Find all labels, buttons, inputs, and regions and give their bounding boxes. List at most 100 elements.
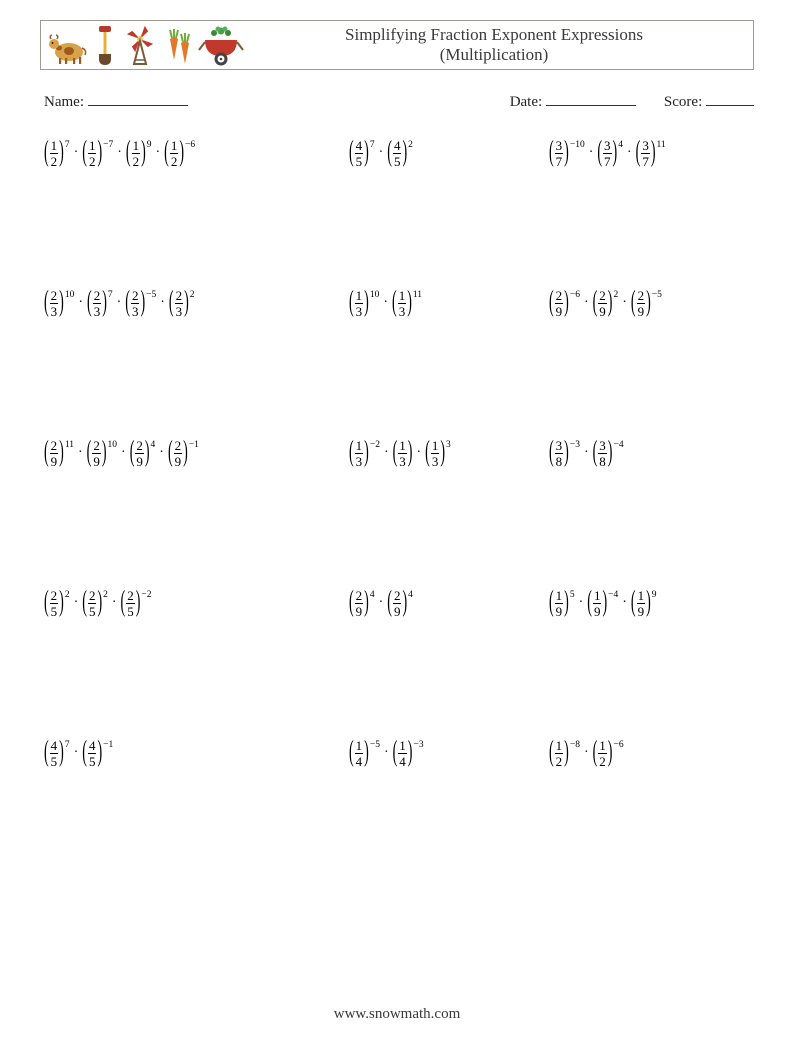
expression: (38)−3·(38)−4 [549,439,754,468]
expression: (23)10·(23)7·(23)−5·(23)2 [44,289,349,318]
fraction: 29 [135,439,144,468]
problem-cell: (12)7·(12)−7·(12)9·(12)−6 [44,139,349,179]
fraction-power-term: (23)−5 [125,289,156,318]
fraction: 19 [593,589,602,618]
numerator: 4 [355,139,364,152]
left-paren: ( [121,587,126,621]
denominator: 5 [393,155,402,168]
date-blank[interactable] [546,92,636,106]
fraction-power-term: (12)−7 [82,139,113,168]
problem-cell: (12)−8·(12)−6 [549,739,754,779]
left-paren: ( [597,137,602,171]
numerator: 3 [555,439,564,452]
left-paren: ( [82,587,87,621]
exponent: 7 [108,290,113,300]
multiplication-dot: · [74,145,79,161]
denominator: 8 [555,455,564,468]
wheelbarrow-icon [197,26,245,66]
fraction-power-term: (45)−1 [82,739,113,768]
left-paren: ( [44,737,49,771]
right-paren: ) [364,737,369,771]
fraction: 23 [93,289,102,318]
numerator: 2 [637,289,646,302]
fraction-power-term: (38)−4 [593,439,624,468]
fraction-power-term: (12)−6 [164,139,195,168]
expression: (45)7·(45)−1 [44,739,349,768]
right-paren: ) [602,587,607,621]
multiplication-dot: · [78,295,83,311]
multiplication-dot: · [379,595,384,611]
fraction-power-term: (37)4 [597,139,623,168]
fraction-power-term: (37)11 [636,139,666,168]
left-paren: ( [393,737,398,771]
fraction: 13 [355,289,364,318]
numerator: 3 [641,139,650,152]
expression: (37)−10·(37)4·(37)11 [549,139,754,168]
right-paren: ) [59,587,64,621]
exponent: −5 [652,290,662,300]
left-paren: ( [349,287,354,321]
left-paren: ( [164,137,169,171]
denominator: 2 [88,155,97,168]
numerator: 1 [398,289,407,302]
left-paren: ( [387,137,392,171]
left-paren: ( [549,737,554,771]
left-paren: ( [44,287,49,321]
right-paren: ) [646,287,651,321]
name-blank[interactable] [88,92,188,106]
multiplication-dot: · [584,295,589,311]
numerator: 1 [555,739,564,752]
footer-url: www.snowmath.com [0,1006,794,1023]
multiplication-dot: · [112,595,117,611]
score-blank[interactable] [706,92,754,106]
numerator: 2 [50,589,59,602]
denominator: 7 [641,155,650,168]
multiplication-dot: · [74,745,79,761]
multiplication-dot: · [416,445,421,461]
problem-cell: (29)4·(29)4 [349,589,549,629]
multiplication-dot: · [622,295,627,311]
fraction: 29 [598,289,607,318]
expression: (12)7·(12)−7·(12)9·(12)−6 [44,139,349,168]
left-paren: ( [44,137,49,171]
denominator: 9 [598,305,607,318]
fraction-power-term: (29)4 [130,439,156,468]
exponent: −4 [613,440,623,450]
denominator: 9 [355,605,364,618]
numerator: 1 [598,739,607,752]
numerator: 2 [598,289,607,302]
denominator: 3 [50,305,59,318]
fraction-power-term: (45)7 [44,739,70,768]
exponent: 4 [370,590,375,600]
denominator: 3 [93,305,102,318]
fraction-power-term: (13) [393,439,413,468]
left-paren: ( [130,437,135,471]
worksheet-page: Simplifying Fraction Exponent Expression… [0,0,794,1053]
expression: (25)2·(25)2·(25)−2 [44,589,349,618]
denominator: 3 [398,455,407,468]
multiplication-dot: · [579,595,584,611]
denominator: 3 [355,455,364,468]
numerator: 3 [555,139,564,152]
expression: (29)11·(29)10·(29)4·(29)−1 [44,439,349,468]
fraction-power-term: (14)−5 [349,739,380,768]
exponent: 2 [190,290,195,300]
exponent: 2 [408,140,413,150]
left-paren: ( [549,587,554,621]
fraction-power-term: (29)11 [44,439,74,468]
exponent: −3 [413,740,423,750]
header-icons [45,24,245,66]
fraction: 37 [603,139,612,168]
fraction-power-term: (29)10 [87,439,117,468]
exponent: 10 [108,440,118,450]
numerator: 2 [126,589,135,602]
fraction: 13 [398,289,407,318]
exponent: −7 [103,140,113,150]
expression: (19)5·(19)−4·(19)9 [549,589,754,618]
exponent: 7 [65,740,70,750]
right-paren: ) [183,437,188,471]
fraction-power-term: (23)7 [87,289,113,318]
expression: (13)−2·(13)·(13)3 [349,439,549,468]
right-paren: ) [564,137,569,171]
fraction-power-term: (23)10 [44,289,74,318]
